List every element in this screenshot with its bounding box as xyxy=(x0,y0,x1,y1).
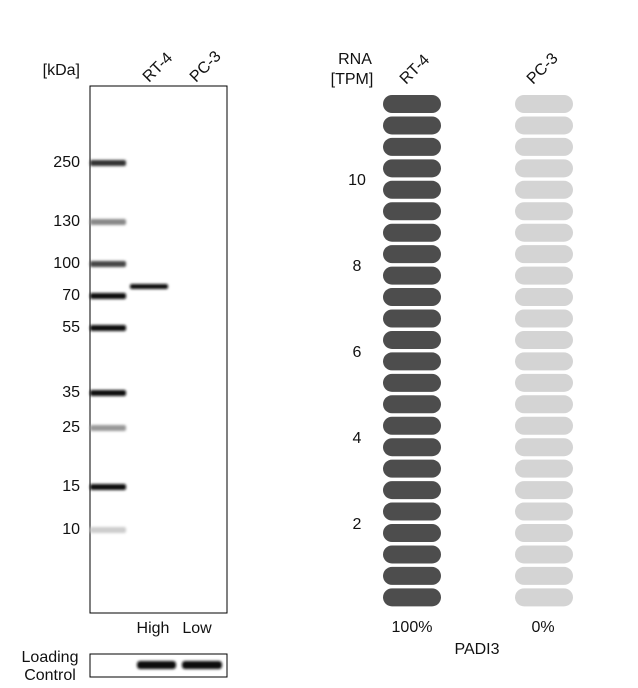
pill xyxy=(383,245,441,264)
marker-label: 55 xyxy=(62,319,80,336)
pill xyxy=(383,223,441,242)
marker-label: 10 xyxy=(62,521,80,538)
loading-label: Control xyxy=(24,667,76,683)
ladder-band xyxy=(90,261,126,267)
pill xyxy=(383,288,441,307)
blot-frame xyxy=(89,85,228,614)
loading-band xyxy=(182,661,222,669)
marker-label: 15 xyxy=(62,478,80,495)
pill xyxy=(383,373,441,392)
pill xyxy=(383,266,441,285)
pill xyxy=(515,416,573,435)
pill xyxy=(515,137,573,156)
gene-name: PADI3 xyxy=(454,641,499,658)
pill xyxy=(383,566,441,585)
pill xyxy=(383,202,441,221)
pill xyxy=(515,524,573,542)
pill xyxy=(383,588,441,607)
rna-axis-label: 6 xyxy=(353,344,362,361)
ladder-band xyxy=(90,527,126,533)
pill xyxy=(383,524,441,542)
ladder-band xyxy=(90,325,126,331)
pill xyxy=(515,395,573,414)
rna-axis-label: 8 xyxy=(353,258,362,275)
marker-label: 25 xyxy=(62,419,80,436)
pill xyxy=(383,95,441,113)
marker-label: 70 xyxy=(62,287,80,304)
pill xyxy=(515,330,573,349)
pill xyxy=(515,159,573,178)
marker-label: 130 xyxy=(53,213,80,230)
marker-label: 35 xyxy=(62,384,80,401)
pill xyxy=(383,137,441,156)
pill xyxy=(515,566,573,585)
pill xyxy=(515,288,573,307)
pill xyxy=(515,588,573,607)
pill xyxy=(383,116,441,135)
rna-pills xyxy=(383,95,573,607)
marker-label: 100 xyxy=(53,255,80,272)
pill xyxy=(515,116,573,135)
pill xyxy=(515,438,573,457)
pill xyxy=(515,309,573,328)
pill xyxy=(383,159,441,178)
ladder-band xyxy=(90,219,126,225)
pill xyxy=(515,481,573,500)
ladder-band xyxy=(90,293,126,299)
level-label: High xyxy=(137,620,170,637)
pill xyxy=(515,245,573,264)
loading-label: Loading xyxy=(22,649,79,666)
ladder-band xyxy=(90,160,126,166)
pill xyxy=(515,180,573,199)
pill xyxy=(515,459,573,478)
pill xyxy=(515,223,573,242)
pill xyxy=(383,180,441,199)
level-label: Low xyxy=(182,620,212,637)
ladder xyxy=(90,160,126,533)
percentage: 0% xyxy=(531,619,554,636)
pill xyxy=(515,202,573,221)
pill xyxy=(383,352,441,371)
ladder-band xyxy=(90,425,126,431)
loading-band xyxy=(137,661,176,669)
pill xyxy=(515,266,573,285)
pill xyxy=(383,395,441,414)
pill xyxy=(383,309,441,328)
rna-title: [TPM] xyxy=(331,71,374,88)
pill xyxy=(383,459,441,478)
pill xyxy=(515,502,573,521)
ladder-band xyxy=(90,390,126,396)
percentage: 100% xyxy=(392,619,433,636)
pill xyxy=(383,416,441,435)
rna-axis-label: 2 xyxy=(353,516,362,533)
rna-axis-label: 10 xyxy=(348,172,366,189)
pill xyxy=(383,502,441,521)
rna-axis-label: 4 xyxy=(353,430,362,447)
pill xyxy=(515,545,573,564)
pill xyxy=(515,95,573,113)
pill xyxy=(383,545,441,564)
pill xyxy=(383,481,441,500)
pill xyxy=(383,330,441,349)
ladder-band xyxy=(90,484,126,490)
pill xyxy=(383,438,441,457)
sample-band xyxy=(130,284,168,289)
unit-label: [kDa] xyxy=(43,62,80,79)
pill xyxy=(515,373,573,392)
rna-title: RNA xyxy=(338,51,372,68)
marker-label: 250 xyxy=(53,154,80,171)
pill xyxy=(515,352,573,371)
